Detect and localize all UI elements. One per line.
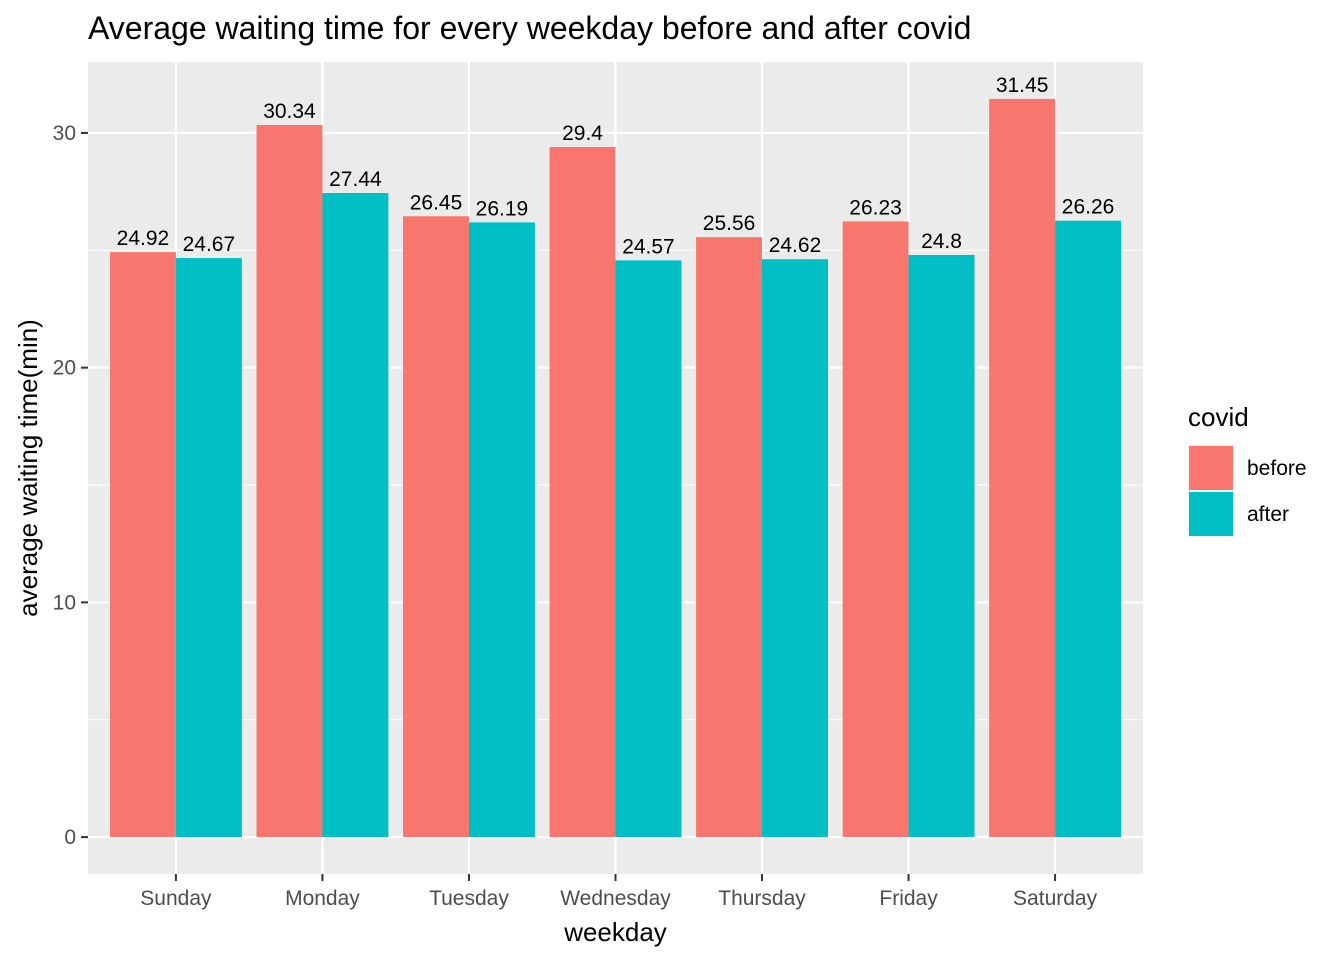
legend: covid before after xyxy=(1188,402,1307,537)
bar-after-wednesday xyxy=(615,260,682,838)
bar-after-sunday xyxy=(175,258,242,838)
data-label-before-sunday: 24.92 xyxy=(117,227,170,250)
y-tick-label: 0 xyxy=(64,826,76,849)
x-axis-title: weekday xyxy=(563,917,667,947)
bar-before-friday xyxy=(842,221,909,838)
legend-label-before: before xyxy=(1247,457,1307,480)
x-tick-label-friday: Friday xyxy=(879,887,938,910)
x-tick-label-sunday: Sunday xyxy=(140,887,212,910)
data-label-after-tuesday: 26.19 xyxy=(476,197,529,220)
x-tick-label-wednesday: Wednesday xyxy=(560,887,671,910)
bar-after-thursday xyxy=(762,259,828,838)
bar-before-sunday xyxy=(109,252,176,838)
data-label-after-friday: 24.8 xyxy=(921,230,962,253)
bar-before-saturday xyxy=(989,98,1056,838)
bar-after-saturday xyxy=(1055,220,1122,838)
y-tick-label: 20 xyxy=(53,357,76,380)
bar-before-thursday xyxy=(696,237,763,838)
bar-before-wednesday xyxy=(549,147,616,838)
y-axis-title: average waiting time(min) xyxy=(13,319,43,617)
bar-after-monday xyxy=(322,193,389,838)
x-tick-label-monday: Monday xyxy=(285,887,360,910)
x-tick-label-tuesday: Tuesday xyxy=(429,887,509,910)
data-label-before-thursday: 25.56 xyxy=(703,212,756,235)
chart-title: Average waiting time for every weekday b… xyxy=(88,10,971,46)
data-label-before-tuesday: 26.45 xyxy=(410,191,463,214)
bar-before-tuesday xyxy=(403,216,469,838)
legend-swatch-after xyxy=(1189,492,1233,536)
data-label-after-sunday: 24.67 xyxy=(183,233,236,256)
data-label-before-wednesday: 29.4 xyxy=(562,122,603,145)
x-tick-label-thursday: Thursday xyxy=(718,887,806,910)
legend-title: covid xyxy=(1188,402,1249,432)
data-label-after-monday: 27.44 xyxy=(329,168,382,191)
legend-label-after: after xyxy=(1247,503,1289,526)
bar-after-friday xyxy=(908,254,975,838)
bars xyxy=(109,98,1122,838)
data-label-after-saturday: 26.26 xyxy=(1062,196,1115,219)
data-label-before-monday: 30.34 xyxy=(263,100,316,123)
data-labels: 24.92 30.34 26.45 29.4 25.56 26.23 31.45 24.67 2… xyxy=(117,74,1115,258)
data-label-after-thursday: 24.62 xyxy=(769,234,822,257)
data-label-before-friday: 26.23 xyxy=(849,196,902,219)
legend-swatch-before xyxy=(1189,446,1233,490)
bar-before-monday xyxy=(256,124,323,838)
bar-after-tuesday xyxy=(468,222,535,838)
axes: 0 10 20 30 Sunday Monday Tuesday Wednesday Thurs… xyxy=(53,122,1098,910)
y-tick-label: 10 xyxy=(53,591,76,614)
data-label-after-wednesday: 24.57 xyxy=(622,235,675,258)
data-label-before-saturday: 31.45 xyxy=(996,74,1049,97)
y-tick-label: 30 xyxy=(53,122,76,145)
x-tick-label-saturday: Saturday xyxy=(1013,887,1098,910)
